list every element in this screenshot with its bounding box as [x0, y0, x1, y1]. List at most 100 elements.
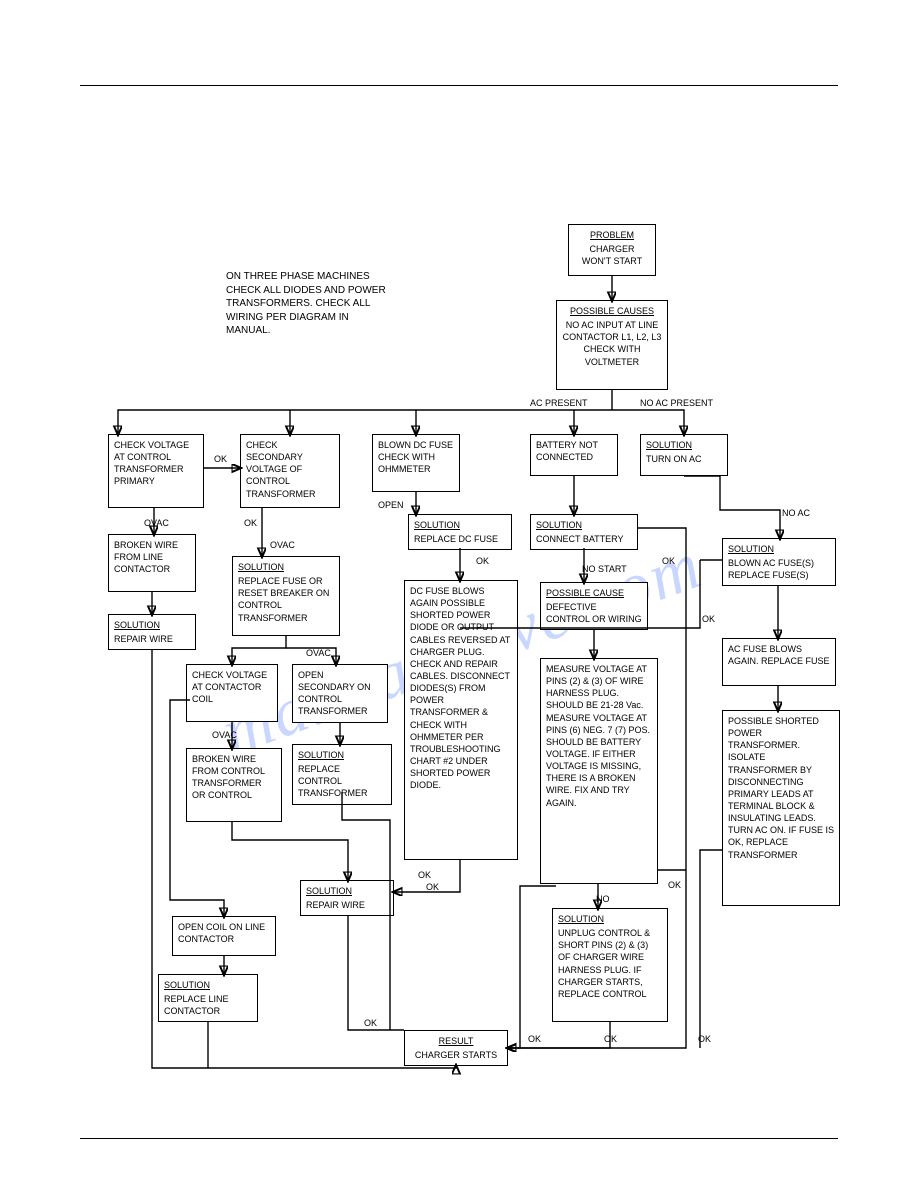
node-poss_causes: POSSIBLE CAUSES NO AC INPUT AT LINE CONTA…	[556, 300, 668, 390]
node-repair_wire2-text: REPAIR WIRE	[306, 900, 365, 910]
node-unplug-text: UNPLUG CONTROL & SHORT PINS (2) & (3) OF…	[558, 928, 650, 999]
edge-label-ovac3: OVAC	[306, 648, 331, 658]
edge-34	[348, 916, 404, 1030]
node-replace_dc-text: REPLACE DC FUSE	[414, 534, 498, 544]
edge-label-no_ac2: NO AC	[782, 508, 810, 518]
node-blown_ac-text: BLOWN AC FUSE(S) REPLACE FUSE(S)	[728, 558, 814, 580]
node-blown_ac: SOLUTION BLOWN AC FUSE(S) REPLACE FUSE(S)	[722, 538, 836, 586]
node-open_coil-text: OPEN COIL ON LINE CONTACTOR	[178, 922, 265, 944]
edge-2	[118, 410, 612, 434]
node-broken_ctrl-text: BROKEN WIRE FROM CONTROL TRANSFORMER OR …	[192, 754, 265, 800]
edge-label-ok5: OK	[702, 614, 715, 624]
edge-label-open1: OPEN	[378, 500, 404, 510]
node-repair_wire: SOLUTION REPAIR WIRE	[108, 614, 196, 650]
node-broken_line-text: BROKEN WIRE FROM LINE CONTACTOR	[114, 540, 178, 574]
node-repair_wire2: SOLUTION REPAIR WIRE	[300, 880, 394, 916]
edge-label-ovac2: OVAC	[270, 540, 295, 550]
edge-label-ok3: OK	[476, 556, 489, 566]
node-problem-text: CHARGER WON'T START	[582, 244, 642, 266]
edge-label-ok12: OK	[364, 1018, 377, 1028]
node-dc_blows: DC FUSE BLOWS AGAIN POSSIBLE SHORTED POW…	[404, 580, 518, 860]
edge-18	[684, 476, 780, 538]
node-reset_brkr-text: REPLACE FUSE OR RESET BREAKER ON CONTROL…	[238, 576, 329, 622]
node-problem-header: PROBLEM	[574, 229, 650, 241]
node-blown_dc-text: BLOWN DC FUSE CHECK WITH OHMMETER	[378, 440, 453, 474]
edge-label-ac_present: AC PRESENT	[530, 398, 588, 408]
edge-label-ovac1: OVAC	[144, 518, 169, 528]
node-blown_dc: BLOWN DC FUSE CHECK WITH OHMMETER	[372, 434, 460, 492]
node-poss_def: POSSIBLE CAUSE DEFECTIVE CONTROL OR WIRIN…	[540, 582, 648, 630]
edge-37	[508, 1022, 610, 1048]
node-repl_ctrl-text: REPLACE CONTROL TRANSFORMER	[298, 764, 368, 798]
node-replace_dc-header: SOLUTION	[414, 519, 506, 531]
node-result-header: RESULT	[410, 1035, 502, 1047]
node-check_ctp-text: CHECK VOLTAGE AT CONTROL TRANSFORMER PRI…	[114, 440, 189, 486]
page-rule-top	[80, 85, 838, 86]
edge-25	[232, 822, 348, 880]
node-open_coil: OPEN COIL ON LINE CONTACTOR	[172, 916, 276, 956]
edge-label-ok9: OK	[528, 1034, 541, 1044]
node-turn_ac-header: SOLUTION	[646, 439, 722, 451]
node-result: RESULT CHARGER STARTS	[404, 1030, 508, 1066]
node-connect_bat-text: CONNECT BATTERY	[536, 534, 624, 544]
node-measure: MEASURE VOLTAGE AT PINS (2) & (3) OF WIR…	[540, 658, 658, 884]
node-replace_dc: SOLUTION REPLACE DC FUSE	[408, 514, 512, 550]
edge-38	[700, 850, 722, 1048]
edge-label-ok6: OK	[418, 870, 431, 880]
node-turn_ac-text: TURN ON AC	[646, 454, 702, 464]
node-unplug: SOLUTION UNPLUG CONTROL & SHORT PINS (2) …	[552, 908, 668, 1022]
node-broken_line: BROKEN WIRE FROM LINE CONTACTOR	[108, 534, 196, 592]
node-repl_ctrl: SOLUTION REPLACE CONTROL TRANSFORMER	[292, 744, 392, 805]
node-ac_blows: AC FUSE BLOWS AGAIN. REPLACE FUSE	[722, 638, 836, 686]
node-shorted_pt: POSSIBLE SHORTED POWER TRANSFORMER. ISOL…	[722, 710, 840, 906]
node-problem: PROBLEM CHARGER WON'T START	[568, 224, 656, 276]
node-shorted_pt-text: POSSIBLE SHORTED POWER TRANSFORMER. ISOL…	[728, 716, 834, 860]
note-three-phase: ON THREE PHASE MACHINES CHECK ALL DIODES…	[226, 270, 394, 338]
node-reset_brkr: SOLUTION REPLACE FUSE OR RESET BREAKER ON…	[232, 556, 340, 636]
node-poss_causes-header: POSSIBLE CAUSES	[562, 305, 662, 317]
edge-label-ok8: OK	[668, 880, 681, 890]
node-blown_ac-header: SOLUTION	[728, 543, 830, 555]
page-rule-bottom	[80, 1138, 838, 1139]
node-repair_wire-text: REPAIR WIRE	[114, 634, 173, 644]
edge-6	[612, 410, 684, 434]
edge-36	[508, 886, 556, 1048]
edge-11	[232, 636, 286, 664]
node-batt_nc: BATTERY NOT CONNECTED	[530, 434, 618, 476]
node-open_sec-text: OPEN SECONDARY ON CONTROL TRANSFORMER	[298, 670, 371, 716]
node-broken_ctrl: BROKEN WIRE FROM CONTROL TRANSFORMER OR …	[186, 748, 282, 822]
edge-label-ok1: OK	[214, 454, 227, 464]
node-batt_nc-text: BATTERY NOT CONNECTED	[536, 440, 598, 462]
node-repl_line: SOLUTIONREPLACE LINE CONTACTOR	[158, 974, 258, 1022]
node-ac_blows-text: AC FUSE BLOWS AGAIN. REPLACE FUSE	[728, 644, 830, 666]
edge-label-ok7: OK	[426, 882, 439, 892]
node-open_sec: OPEN SECONDARY ON CONTROL TRANSFORMER	[292, 664, 388, 723]
node-result-text: CHARGER STARTS	[415, 1050, 497, 1060]
node-repl_ctrl-header: SOLUTION	[298, 749, 386, 761]
node-repair_wire-header: SOLUTION	[114, 619, 190, 631]
node-unplug-header: SOLUTION	[558, 913, 662, 925]
node-check_coil: CHECK VOLTAGE AT CONTACTOR COIL	[186, 664, 278, 722]
node-poss_def-text: DEFECTIVE CONTROL OR WIRING	[546, 602, 642, 624]
node-dc_blows-text: DC FUSE BLOWS AGAIN POSSIBLE SHORTED POW…	[410, 586, 510, 790]
edge-label-no_ac_pres: NO AC PRESENT	[640, 398, 713, 408]
node-check_sec: CHECK SECONDARY VOLTAGE OF CONTROL TRANS…	[240, 434, 340, 508]
edge-label-ok11: OK	[698, 1034, 711, 1044]
edge-label-ok2: OK	[244, 518, 257, 528]
node-poss_causes-text: NO AC INPUT AT LINE CONTACTOR L1, L2, L3…	[563, 320, 662, 366]
edge-label-no_start: NO START	[582, 564, 627, 574]
node-repair_wire2-header: SOLUTION	[306, 885, 388, 897]
edge-label-no1: NO	[596, 894, 610, 904]
node-poss_def-header: POSSIBLE CAUSE	[546, 587, 642, 599]
node-connect_bat-header: SOLUTION	[536, 519, 632, 531]
node-check_coil-text: CHECK VOLTAGE AT CONTACTOR COIL	[192, 670, 267, 704]
node-reset_brkr-header: SOLUTION	[238, 561, 334, 573]
node-turn_ac: SOLUTION TURN ON AC	[640, 434, 728, 476]
node-repl_line-header: SOLUTION	[164, 979, 252, 991]
edge-label-ok4: OK	[662, 556, 675, 566]
node-check_ctp: CHECK VOLTAGE AT CONTROL TRANSFORMER PRI…	[108, 434, 204, 508]
node-check_sec-text: CHECK SECONDARY VOLTAGE OF CONTROL TRANS…	[246, 440, 316, 499]
edge-label-ok10: OK	[604, 1034, 617, 1044]
node-connect_bat: SOLUTION CONNECT BATTERY	[530, 514, 638, 550]
edge-label-ovac4: OVAC	[212, 730, 237, 740]
